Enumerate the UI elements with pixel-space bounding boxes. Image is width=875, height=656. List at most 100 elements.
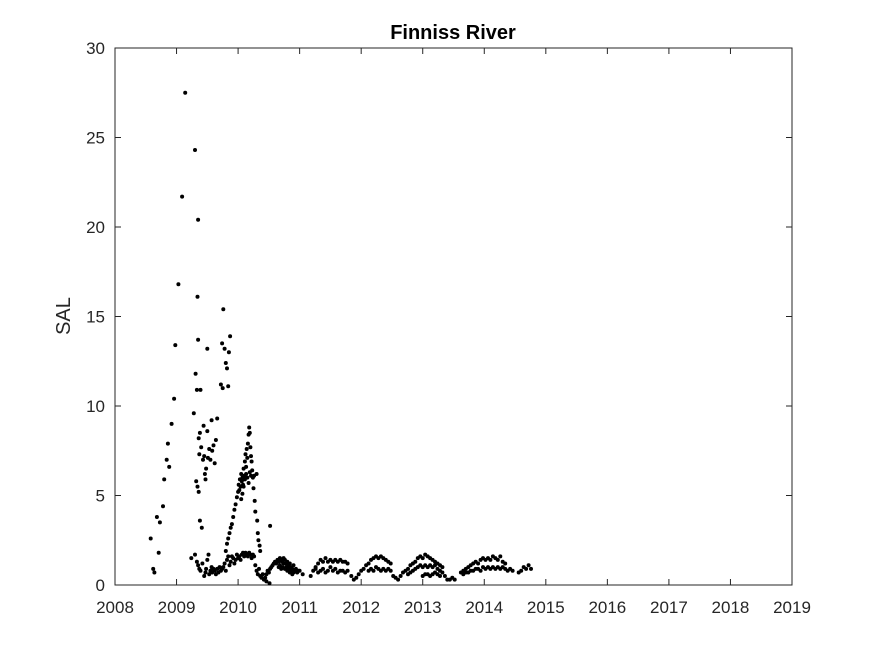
data-point bbox=[228, 334, 233, 339]
data-point bbox=[255, 518, 260, 523]
data-point bbox=[156, 550, 161, 555]
data-point bbox=[476, 561, 481, 566]
data-point bbox=[172, 396, 177, 401]
data-point bbox=[255, 531, 260, 536]
data-point bbox=[194, 479, 199, 484]
data-point bbox=[225, 366, 229, 371]
data-point bbox=[345, 568, 350, 573]
data-point bbox=[225, 541, 229, 546]
x-tick-label: 2016 bbox=[588, 598, 626, 617]
data-point bbox=[229, 522, 234, 527]
data-point bbox=[208, 457, 213, 462]
data-point bbox=[242, 459, 247, 464]
data-point bbox=[233, 502, 238, 507]
data-point bbox=[291, 563, 296, 568]
data-point bbox=[268, 523, 273, 528]
x-tick-label: 2014 bbox=[465, 598, 503, 617]
data-point bbox=[162, 477, 167, 482]
x-axis: 2008 2009 2010 2011 2012 2013 2014 2015 2016 2017… bbox=[96, 48, 811, 617]
data-point bbox=[266, 570, 271, 575]
data-point bbox=[260, 572, 265, 577]
data-point bbox=[247, 430, 252, 435]
y-axis-title: SAL bbox=[53, 297, 75, 335]
data-point bbox=[195, 484, 200, 489]
data-point bbox=[313, 566, 318, 571]
y-tick-label: 25 bbox=[86, 129, 105, 148]
data-point bbox=[321, 559, 325, 564]
data-point bbox=[222, 561, 227, 566]
x-tick-label: 2011 bbox=[281, 598, 318, 617]
x-tick-label: 2012 bbox=[342, 598, 380, 617]
data-point bbox=[287, 561, 292, 566]
y-tick-label: 10 bbox=[86, 397, 105, 416]
data-point bbox=[245, 455, 250, 460]
data-point bbox=[281, 561, 286, 566]
data-point bbox=[154, 515, 159, 519]
data-point bbox=[200, 561, 205, 566]
data-point bbox=[169, 421, 174, 426]
data-point bbox=[433, 563, 437, 568]
data-point bbox=[161, 504, 165, 509]
data-point bbox=[193, 552, 197, 557]
data-point bbox=[239, 479, 244, 484]
data-point bbox=[212, 461, 217, 466]
data-point bbox=[204, 566, 209, 571]
data-point bbox=[194, 387, 199, 392]
data-point bbox=[196, 217, 201, 222]
data-point bbox=[202, 472, 207, 476]
data-point bbox=[205, 346, 210, 351]
data-point bbox=[223, 568, 228, 573]
data-point bbox=[228, 525, 233, 530]
data-point bbox=[526, 563, 531, 568]
data-point bbox=[240, 491, 245, 496]
data-point bbox=[249, 454, 253, 459]
data-point bbox=[442, 574, 447, 578]
x-tick-label: 2019 bbox=[773, 598, 811, 617]
data-point bbox=[440, 570, 445, 575]
data-point bbox=[211, 443, 216, 448]
data-point bbox=[246, 481, 251, 485]
data-point bbox=[244, 447, 249, 451]
data-point bbox=[213, 438, 218, 442]
y-tick-label: 30 bbox=[86, 39, 105, 58]
data-point bbox=[194, 559, 199, 564]
data-point bbox=[209, 418, 214, 423]
data-point bbox=[264, 579, 269, 584]
data-point bbox=[180, 194, 185, 199]
data-point bbox=[252, 554, 257, 559]
data-point bbox=[244, 464, 249, 469]
data-point bbox=[218, 382, 223, 387]
data-point bbox=[323, 556, 328, 561]
data-point bbox=[231, 515, 236, 519]
data-point bbox=[226, 350, 231, 355]
data-point bbox=[207, 447, 212, 451]
data-point bbox=[452, 577, 457, 582]
data-point bbox=[223, 549, 228, 553]
data-point bbox=[225, 557, 229, 562]
data-point bbox=[197, 452, 202, 457]
data-point bbox=[183, 90, 188, 95]
plot-area bbox=[114, 47, 793, 586]
data-point bbox=[478, 568, 483, 573]
data-point bbox=[228, 559, 233, 564]
data-point bbox=[258, 549, 263, 553]
data-point bbox=[176, 282, 181, 287]
data-point bbox=[205, 429, 210, 434]
data-point bbox=[252, 498, 257, 503]
data-point bbox=[253, 563, 258, 568]
data-point bbox=[204, 466, 209, 471]
data-point bbox=[220, 386, 225, 391]
data-point bbox=[239, 472, 244, 476]
data-point bbox=[196, 563, 201, 568]
chart-title: Finniss River bbox=[390, 22, 516, 44]
data-point bbox=[164, 457, 169, 462]
data-point bbox=[495, 557, 500, 562]
data-point bbox=[237, 488, 242, 493]
data-point bbox=[396, 577, 401, 582]
data-point bbox=[227, 563, 232, 568]
data-point bbox=[206, 552, 211, 557]
data-point bbox=[241, 484, 246, 489]
data-point bbox=[316, 561, 321, 566]
data-point bbox=[201, 457, 205, 462]
x-tick-label: 2010 bbox=[219, 598, 257, 617]
